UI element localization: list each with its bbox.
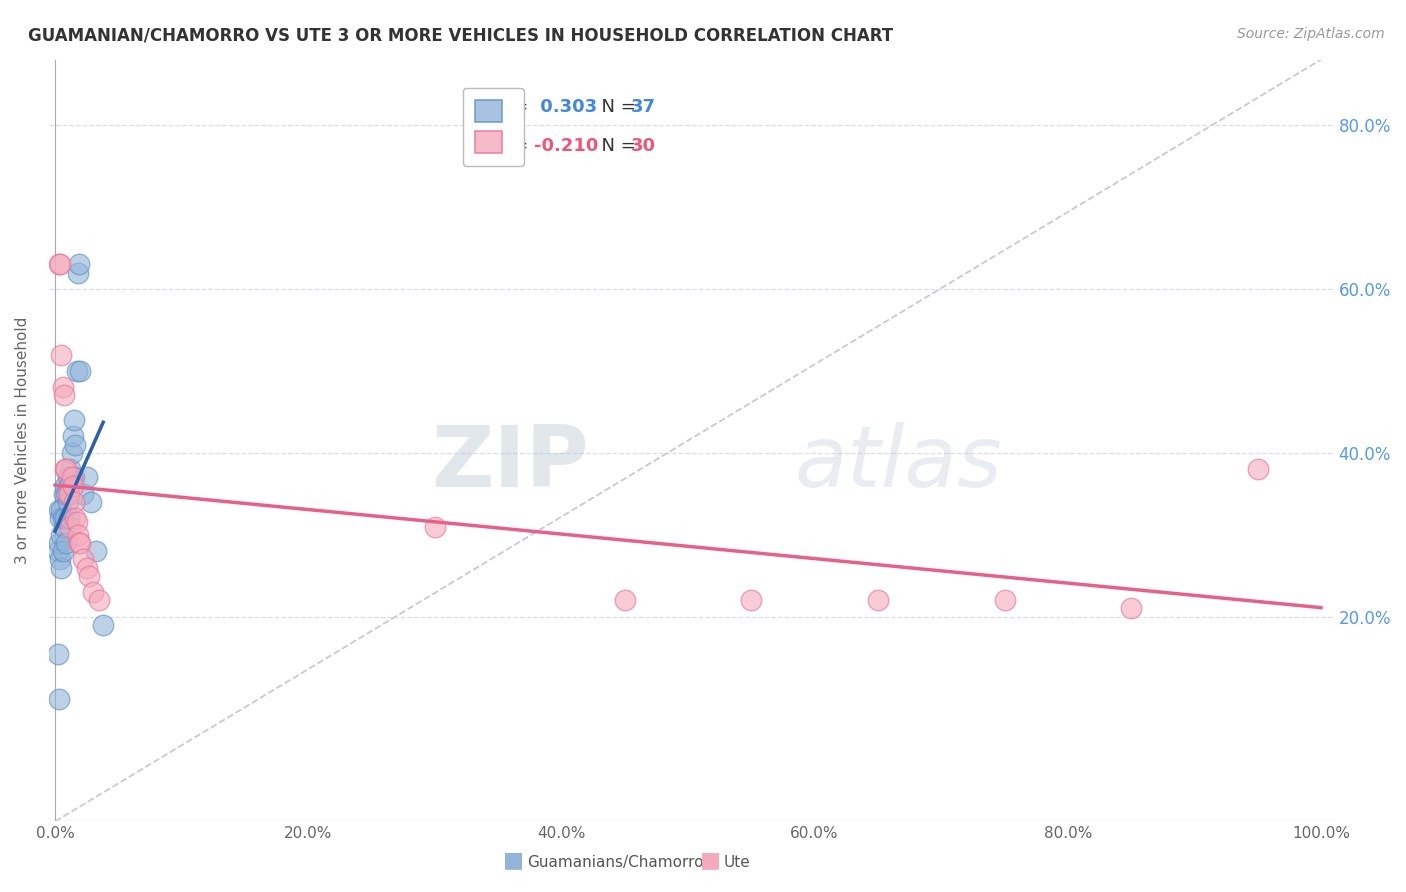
Point xyxy=(60,470,83,484)
Point xyxy=(60,446,83,460)
Point xyxy=(613,593,636,607)
Point xyxy=(55,462,77,476)
Point xyxy=(89,593,111,607)
Point xyxy=(51,527,73,541)
Point xyxy=(48,257,70,271)
Point xyxy=(740,593,762,607)
Text: R =: R = xyxy=(495,136,534,154)
Point xyxy=(49,257,72,271)
Point xyxy=(52,544,75,558)
Point xyxy=(48,536,70,550)
Point xyxy=(53,511,76,525)
Point xyxy=(53,478,76,492)
Point xyxy=(48,691,70,706)
Point xyxy=(51,503,73,517)
Y-axis label: 3 or more Vehicles in Household: 3 or more Vehicles in Household xyxy=(15,317,30,565)
Point xyxy=(58,487,80,501)
Text: ■: ■ xyxy=(503,850,523,870)
Point xyxy=(55,487,77,501)
Point xyxy=(52,380,75,394)
Point xyxy=(49,552,72,566)
Text: Guamanians/Chamorros: Guamanians/Chamorros xyxy=(527,855,711,870)
Point xyxy=(65,364,87,378)
Point xyxy=(55,536,77,550)
Point xyxy=(72,487,94,501)
Point xyxy=(63,413,86,427)
Text: ZIP: ZIP xyxy=(430,422,588,505)
Text: -0.210: -0.210 xyxy=(534,136,599,154)
Point xyxy=(65,516,87,530)
Point xyxy=(67,536,90,550)
Point xyxy=(67,257,90,271)
Point xyxy=(82,585,104,599)
Point xyxy=(58,511,80,525)
Text: N =: N = xyxy=(589,98,641,117)
Point xyxy=(993,593,1015,607)
Point xyxy=(423,519,446,533)
Point xyxy=(63,470,86,484)
Text: 30: 30 xyxy=(631,136,655,154)
Point xyxy=(56,470,79,484)
Point xyxy=(62,429,84,443)
Point xyxy=(51,560,73,574)
Point xyxy=(76,560,98,574)
Point xyxy=(66,266,89,280)
Point xyxy=(58,478,80,492)
Point xyxy=(52,519,75,533)
Text: 0.303: 0.303 xyxy=(534,98,598,117)
Point xyxy=(866,593,889,607)
Point xyxy=(69,364,91,378)
Point xyxy=(72,552,94,566)
Point xyxy=(46,647,69,661)
Point xyxy=(53,462,76,476)
Point xyxy=(65,511,87,525)
Point xyxy=(76,470,98,484)
Text: Ute: Ute xyxy=(724,855,751,870)
Text: GUAMANIAN/CHAMORRO VS UTE 3 OR MORE VEHICLES IN HOUSEHOLD CORRELATION CHART: GUAMANIAN/CHAMORRO VS UTE 3 OR MORE VEHI… xyxy=(28,27,893,45)
Text: N =: N = xyxy=(589,136,641,154)
Point xyxy=(65,437,87,451)
Text: Source: ZipAtlas.com: Source: ZipAtlas.com xyxy=(1237,27,1385,41)
Point xyxy=(62,478,84,492)
Text: 37: 37 xyxy=(631,98,655,117)
Point xyxy=(84,544,107,558)
Legend: , : , xyxy=(463,87,524,166)
Point xyxy=(52,388,75,402)
Point xyxy=(59,462,82,476)
Point xyxy=(56,495,79,509)
Point xyxy=(49,511,72,525)
Point xyxy=(46,544,69,558)
Point xyxy=(59,519,82,533)
Point xyxy=(52,487,75,501)
Point xyxy=(56,487,79,501)
Text: R =: R = xyxy=(495,98,534,117)
Point xyxy=(52,511,75,525)
Text: atlas: atlas xyxy=(794,422,1002,505)
Point xyxy=(48,503,70,517)
Point xyxy=(79,495,101,509)
Point xyxy=(66,527,89,541)
Point xyxy=(63,495,86,509)
Point xyxy=(69,536,91,550)
Point xyxy=(1247,462,1270,476)
Point xyxy=(91,618,114,632)
Point xyxy=(77,568,100,582)
Point xyxy=(51,347,73,361)
Text: ■: ■ xyxy=(700,850,720,870)
Point xyxy=(1119,601,1142,615)
